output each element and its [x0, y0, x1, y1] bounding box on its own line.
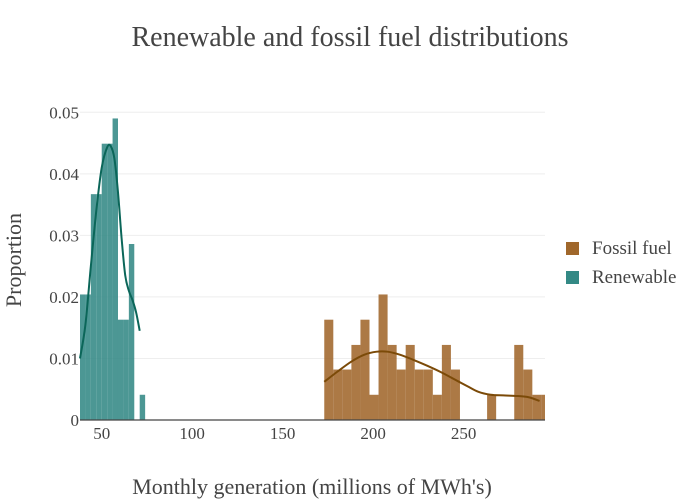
legend-item-fossil-fuel[interactable]: Fossil fuel: [566, 234, 676, 263]
bar-renewable[interactable]: [139, 394, 146, 420]
legend-label-fossil-fuel: Fossil fuel: [592, 237, 672, 259]
y-tick-label: 0.04: [49, 165, 79, 184]
bar-renewable[interactable]: [90, 194, 97, 420]
legend-label-renewable: Renewable: [592, 266, 677, 288]
x-tick-label: 150: [270, 424, 296, 443]
bar-renewable[interactable]: [123, 319, 129, 420]
y-tick-label: 0: [71, 411, 80, 430]
bar-renewable[interactable]: [80, 294, 86, 420]
bar-renewable[interactable]: [101, 143, 108, 420]
axes: 0 0.01 0.02 0.03 0.04 0.05 50 100 150 200 250: [49, 103, 545, 443]
bar-fossil-fuel[interactable]: [487, 394, 497, 420]
bar-fossil-fuel[interactable]: [541, 394, 545, 420]
y-tick-label: 0.01: [49, 349, 79, 368]
bar-fossil-fuel[interactable]: [333, 369, 343, 420]
bar-fossil-fuel[interactable]: [432, 394, 442, 420]
bar-renewable[interactable]: [107, 143, 113, 420]
bar-fossil-fuel[interactable]: [351, 344, 361, 420]
bar-renewable[interactable]: [85, 294, 91, 420]
kde-line-renewable[interactable]: [79, 143, 141, 359]
legend-swatch-renewable: [566, 271, 579, 284]
bar-renewable[interactable]: [96, 194, 102, 420]
legend-item-renewable[interactable]: Renewable: [566, 263, 676, 292]
gridlines: [80, 111, 545, 359]
bar-renewable[interactable]: [128, 244, 135, 420]
bar-fossil-fuel[interactable]: [369, 394, 379, 420]
y-tick-label: 0.05: [49, 103, 79, 122]
x-tick-label: 50: [93, 424, 110, 443]
x-tick-label: 200: [360, 424, 386, 443]
legend-swatch-fossil-fuel: [566, 242, 579, 255]
bar-fossil-fuel[interactable]: [423, 369, 433, 420]
bar-renewable[interactable]: [112, 118, 118, 420]
density-curves: [79, 143, 540, 402]
bar-fossil-fuel[interactable]: [450, 369, 460, 420]
bar-fossil-fuel[interactable]: [514, 344, 524, 420]
bar-fossil-fuel[interactable]: [396, 369, 406, 420]
chart-title: Renewable and fossil fuel distributions: [131, 22, 569, 53]
y-tick-label: 0.03: [49, 226, 79, 245]
bar-fossil-fuel[interactable]: [441, 344, 451, 420]
bar-fossil-fuel[interactable]: [342, 369, 352, 420]
y-axis-title: Proportion: [1, 212, 26, 308]
bar-fossil-fuel[interactable]: [360, 319, 370, 420]
y-tick-label: 0.02: [49, 288, 79, 307]
legend: Fossil fuel Renewable: [566, 234, 676, 292]
bar-fossil-fuel[interactable]: [414, 369, 424, 420]
bar-fossil-fuel[interactable]: [387, 344, 397, 420]
bar-fossil-fuel[interactable]: [324, 319, 334, 420]
kde-line-fossil-fuel[interactable]: [323, 350, 540, 402]
bar-renewable[interactable]: [117, 319, 124, 420]
bar-fossil-fuel[interactable]: [378, 294, 388, 420]
bar-fossil-fuel[interactable]: [405, 344, 415, 420]
x-tick-label: 250: [451, 424, 477, 443]
x-tick-label: 100: [179, 424, 205, 443]
bar-fossil-fuel[interactable]: [523, 369, 533, 420]
bar-fossil-fuel[interactable]: [532, 394, 542, 420]
histogram-bars: [80, 118, 545, 420]
x-axis-title: Monthly generation (millions of MWh's): [132, 474, 492, 499]
